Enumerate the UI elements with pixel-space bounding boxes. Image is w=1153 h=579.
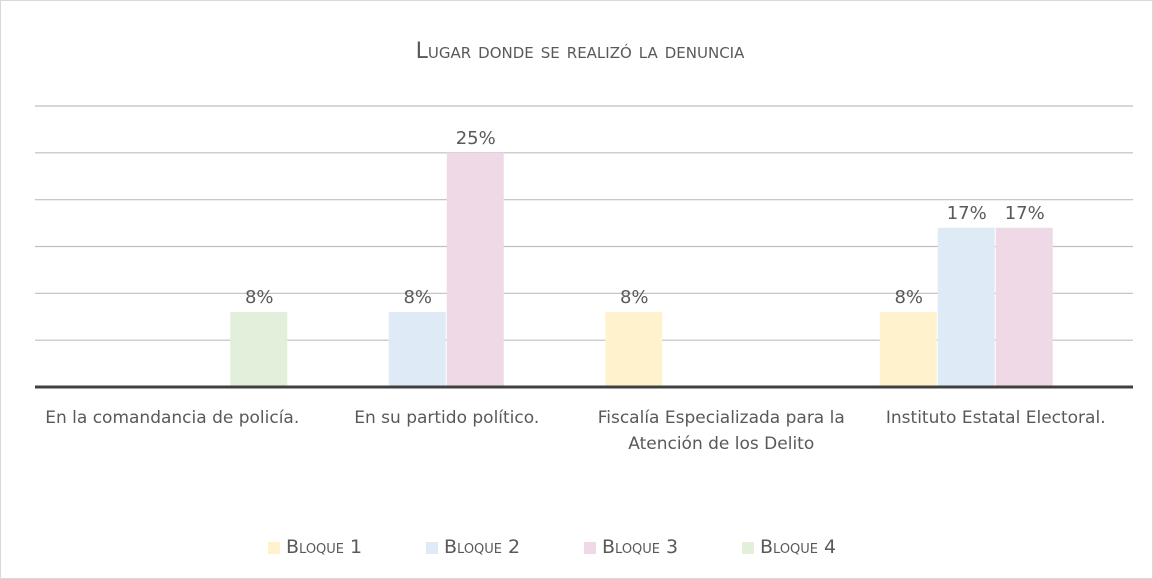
data-label: 8% — [620, 287, 649, 308]
bar — [937, 227, 995, 387]
legend-swatch — [584, 542, 596, 554]
data-label: 17% — [1005, 203, 1045, 224]
bar — [879, 312, 937, 387]
legend-swatch — [742, 542, 754, 554]
legend-label: Bloque 4 — [760, 536, 837, 558]
data-label: 8% — [894, 287, 923, 308]
x-tick-label: Fiscalía Especializada para la Atención … — [597, 408, 845, 454]
data-label: 17% — [947, 203, 987, 224]
legend-label: Bloque 3 — [602, 536, 679, 558]
chart-title: Lugar donde se realizó la denuncia — [416, 39, 745, 64]
bar — [230, 312, 288, 387]
x-tick-label: En la comandancia de policía. — [45, 408, 300, 428]
x-tick-label: Instituto Estatal Electoral. — [885, 408, 1106, 428]
bar — [388, 312, 446, 387]
data-label: 25% — [456, 128, 496, 149]
x-tick-label: En su partido político. — [354, 408, 540, 428]
legend-label: Bloque 1 — [286, 536, 363, 558]
bar — [995, 227, 1053, 387]
data-label: 8% — [245, 287, 274, 308]
legend-swatch — [426, 542, 438, 554]
bar — [446, 152, 504, 387]
bar — [605, 312, 663, 387]
legend-label: Bloque 2 — [444, 536, 521, 558]
data-label: 8% — [403, 287, 432, 308]
legend-swatch — [268, 542, 280, 554]
